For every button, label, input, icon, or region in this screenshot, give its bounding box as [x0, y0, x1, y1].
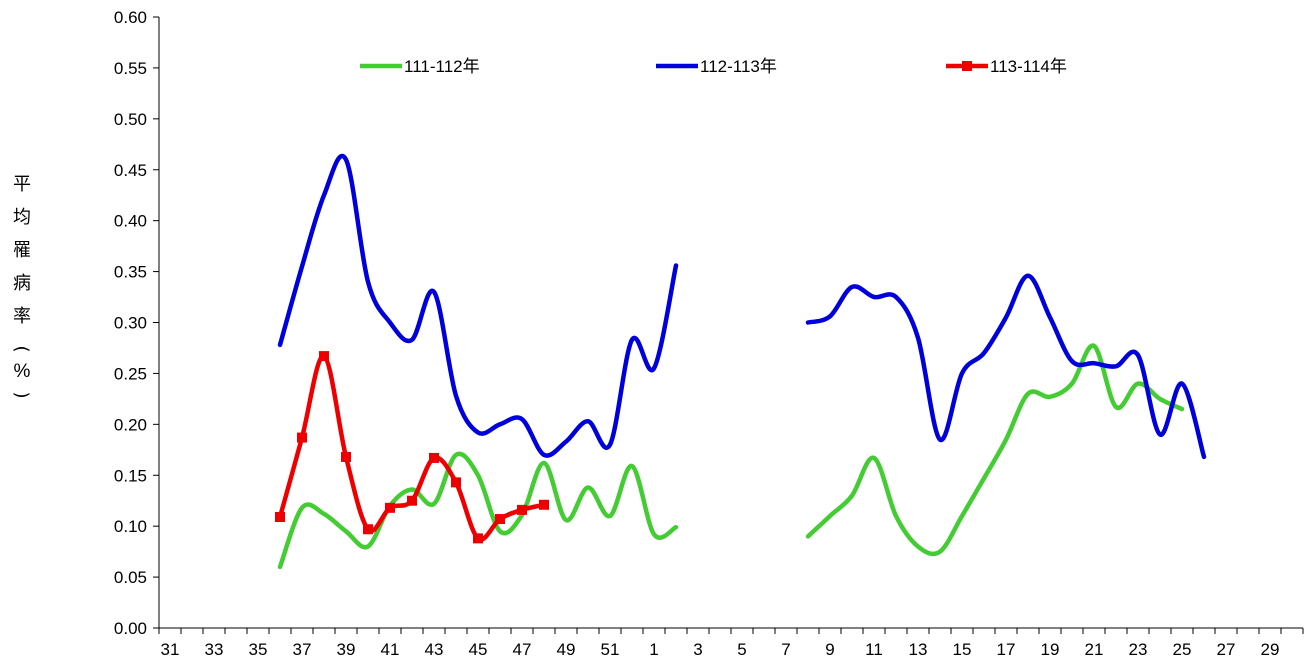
y-tick-label: 0.35	[114, 263, 147, 282]
x-tick-label: 37	[293, 640, 312, 659]
y-tick-label: 0.15	[114, 466, 147, 485]
x-tick-label: 43	[425, 640, 444, 659]
x-tick-label: 3	[693, 640, 702, 659]
x-tick-label: 47	[513, 640, 532, 659]
x-tick-label: 41	[381, 640, 400, 659]
y-axis-label-char: 病	[13, 273, 31, 294]
y-tick-label: 0.45	[114, 161, 147, 180]
data-point-marker	[297, 432, 307, 443]
data-point-marker	[319, 351, 329, 362]
x-tick-label: 19	[1041, 640, 1060, 659]
data-point-marker	[385, 502, 395, 513]
data-point-marker	[539, 499, 549, 510]
y-tick-label: 0.25	[114, 364, 147, 383]
x-tick-label: 39	[337, 640, 356, 659]
legend-label: 111-112年	[404, 57, 480, 76]
x-axis: 31 33 35 37 39 41 43 45 47 49 51 1 3 5 7 9 11 13 15 17 19 21 2…	[158, 627, 1304, 659]
legend-item: 111-112年	[360, 57, 480, 76]
x-tick-label: 25	[1173, 640, 1192, 659]
y-tick-label: 0.20	[114, 415, 147, 434]
x-tick-label: 31	[161, 640, 180, 659]
x-tick-label: 1	[649, 640, 658, 659]
data-point-marker	[363, 524, 373, 535]
data-point-marker	[451, 477, 461, 488]
x-tick-label: 23	[1129, 640, 1148, 659]
data-point-marker	[517, 504, 527, 515]
x-tick-label: 51	[601, 640, 620, 659]
series-line	[277, 451, 679, 570]
x-tick-label: 17	[997, 640, 1016, 659]
legend-item: 112-113年	[656, 57, 777, 76]
x-tick-label: 9	[825, 640, 834, 659]
y-tick-label: 0.10	[114, 517, 147, 536]
y-tick-label: 0.00	[114, 619, 147, 638]
data-point-marker	[495, 514, 505, 525]
y-axis-label-char: (	[11, 345, 32, 352]
series-line	[277, 153, 679, 458]
legend-item: 113-114年	[946, 57, 1067, 76]
y-tick-label: 0.50	[114, 110, 147, 129]
data-point-marker	[407, 495, 417, 506]
data-point-marker	[341, 451, 351, 462]
y-tick-label: 0.30	[114, 314, 147, 333]
x-tick-label: 13	[909, 640, 928, 659]
x-tick-label: 29	[1261, 640, 1280, 659]
x-tick-label: 7	[781, 640, 790, 659]
series-line	[805, 343, 1185, 557]
y-tick-label: 0.40	[114, 212, 147, 231]
x-tick-label: 49	[557, 640, 576, 659]
x-tick-label: 27	[1217, 640, 1236, 659]
y-axis-label-char: 均	[13, 207, 31, 228]
legend-label: 113-114年	[990, 57, 1067, 76]
x-tick-label: 35	[249, 640, 268, 659]
x-tick-label: 11	[865, 640, 883, 659]
x-tick-label: 5	[737, 640, 746, 659]
series-line	[805, 273, 1207, 460]
y-axis-label-char: 罹	[13, 240, 31, 261]
series-1	[277, 343, 1185, 570]
y-axis-label-char: %	[14, 361, 31, 382]
legend-marker	[962, 61, 972, 71]
data-point-marker	[429, 452, 439, 463]
series-2	[277, 153, 1207, 460]
y-tick-label: 0.05	[114, 568, 147, 587]
y-axis-label-char: )	[11, 391, 32, 398]
y-tick-label: 0.60	[114, 8, 147, 27]
x-tick-label: 45	[469, 640, 488, 659]
x-tick-label: 15	[953, 640, 972, 659]
y-tick-label: 0.55	[114, 59, 147, 78]
legend: 111-112年 112-113年 113-114年	[360, 57, 1067, 76]
data-point-marker	[473, 533, 483, 544]
y-axis: 0.00 0.05 0.10 0.15 0.20 0.25 0.30 0.35 0.40 0.45…	[114, 8, 160, 638]
series-lines	[275, 153, 1207, 570]
y-axis-label-char: 率	[13, 306, 31, 327]
legend-label: 112-113年	[700, 57, 777, 76]
x-tick-label: 33	[205, 640, 224, 659]
y-axis-label-char: 平	[13, 174, 31, 195]
series-3	[275, 351, 549, 544]
x-tick-label: 21	[1085, 640, 1104, 659]
data-point-marker	[275, 512, 285, 523]
